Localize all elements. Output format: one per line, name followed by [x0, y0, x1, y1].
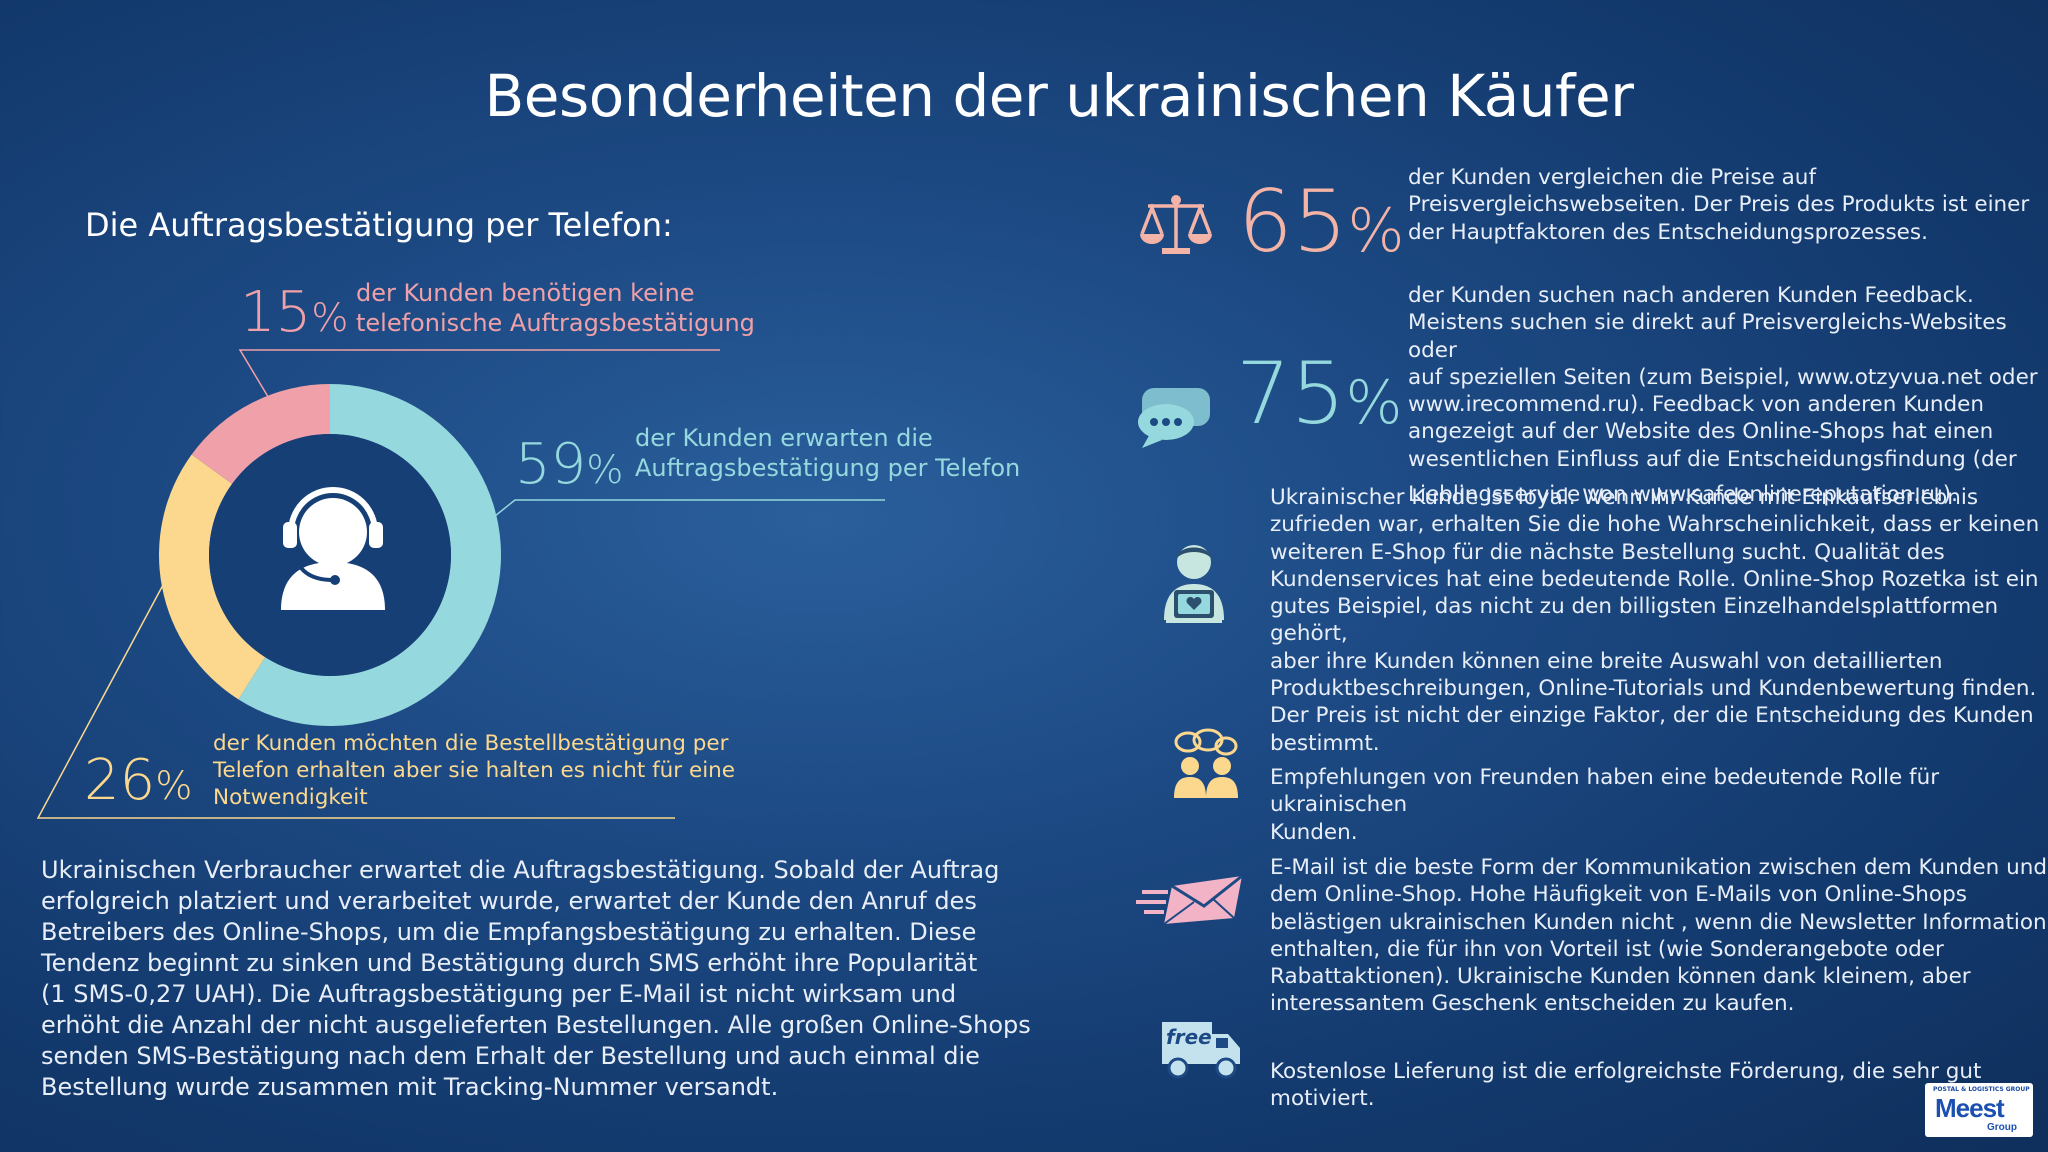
fact-email: E-Mail ist die beste Form der Kommunikat…	[1270, 855, 2047, 1017]
label-15: der Kunden benötigen keine telefonische A…	[356, 279, 755, 337]
pct-75: 75%	[1236, 344, 1403, 444]
free-label: free	[1166, 1025, 1212, 1049]
leader-line-26	[36, 584, 675, 819]
page-title: Besonderheiten der ukrainischen Käufer	[484, 62, 1634, 130]
headset-user-icon	[281, 487, 385, 610]
pct-15: 15%	[240, 280, 349, 345]
label-59: der Kunden erwarten die Auftragsbestätigu…	[635, 424, 1021, 482]
chat-bubbles-icon	[1138, 388, 1210, 448]
pct-26: 26%	[84, 748, 193, 813]
donut-slice-15	[191, 384, 330, 484]
left-paragraph: Ukrainischen Verbraucher erwartet die Au…	[41, 856, 1031, 1101]
pct-65: 65%	[1238, 172, 1405, 272]
donut-chart	[36, 349, 885, 819]
donut-slice-59	[238, 384, 502, 726]
label-26: der Kunden möchten die Bestellbestätigun…	[213, 731, 736, 810]
leader-line-59	[489, 499, 885, 521]
free-delivery-truck-icon: free	[1162, 1022, 1240, 1079]
fact-recommendations: Empfehlungen von Freunden haben eine bed…	[1270, 765, 1940, 845]
friends-talking-icon	[1174, 728, 1238, 798]
scales-icon	[1140, 195, 1212, 254]
pct-59: 59%	[515, 432, 624, 497]
leader-line-15	[238, 349, 720, 401]
loyal-customer-icon	[1164, 545, 1224, 623]
chart-subtitle: Die Auftragsbestätigung per Telefon:	[85, 206, 673, 244]
donut-slice-26	[158, 454, 266, 700]
fact-feedback: der Kunden suchen nach anderen Kunden Fe…	[1408, 283, 2038, 508]
fact-price-comparison: der Kunden vergleichen die Preise auf Pre…	[1408, 165, 2030, 245]
email-icon	[1136, 874, 1243, 924]
meest-logo: POSTAL & LOGISTICS GROUP Meest Group	[1925, 1083, 2033, 1137]
fact-loyal-customer: Ukrainischer Kunde ist loyal. Wenn Ihr K…	[1270, 485, 2040, 756]
fact-free-delivery: Kostenlose Lieferung ist die erfolgreich…	[1270, 1059, 1982, 1112]
